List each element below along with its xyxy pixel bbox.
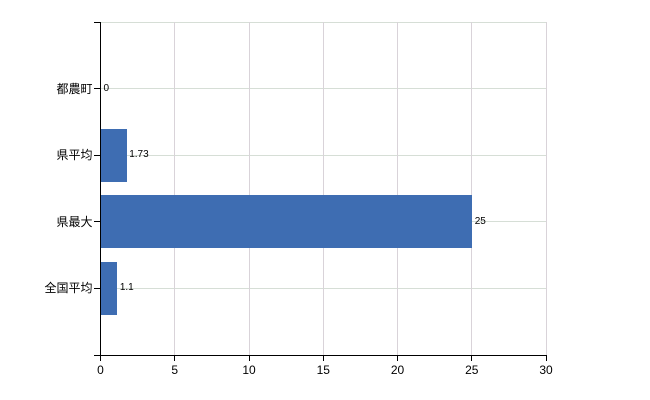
x-axis-tick [100, 355, 101, 361]
y-axis-tick [93, 221, 101, 223]
x-axis-tick-label: 30 [539, 363, 553, 377]
y-axis-tick [93, 154, 101, 156]
category-label: 都農町 [56, 81, 93, 96]
vertical-gridline [174, 22, 176, 355]
vertical-gridline [397, 22, 398, 355]
bar-県平均 [101, 128, 127, 182]
y-axis-tick [93, 354, 101, 356]
y-axis-tick [93, 287, 101, 289]
x-axis-tick-label: 0 [97, 363, 104, 377]
x-axis-tick [471, 355, 473, 361]
vertical-gridline [248, 22, 250, 355]
value-label: 25 [474, 215, 486, 227]
vertical-gridline [545, 22, 547, 355]
x-axis-tick [397, 355, 398, 361]
x-axis-tick-label: 10 [242, 363, 256, 377]
x-axis-tick-label: 20 [390, 363, 405, 377]
y-axis-tick [93, 21, 101, 23]
vertical-gridline [471, 22, 473, 355]
x-axis-tick [545, 355, 547, 361]
x-axis-tick-label: 15 [316, 363, 330, 377]
x-axis-tick [174, 355, 176, 361]
value-label: 1.73 [129, 149, 149, 161]
y-axis-line [100, 22, 101, 356]
category-label: 県最大 [56, 214, 93, 229]
x-axis-tick [322, 355, 324, 361]
bar-県最大 [101, 195, 473, 249]
vertical-gridline [322, 22, 324, 355]
category-label: 全国平均 [44, 281, 93, 296]
y-axis-tick [93, 88, 101, 90]
value-label: 1.1 [119, 282, 134, 294]
category-label: 県平均 [56, 148, 93, 163]
x-axis-tick [248, 355, 250, 361]
value-label: 0 [103, 82, 110, 94]
bar-全国平均 [101, 261, 118, 315]
x-axis-tick-label: 5 [171, 363, 179, 377]
x-axis-tick-label: 25 [465, 363, 479, 377]
